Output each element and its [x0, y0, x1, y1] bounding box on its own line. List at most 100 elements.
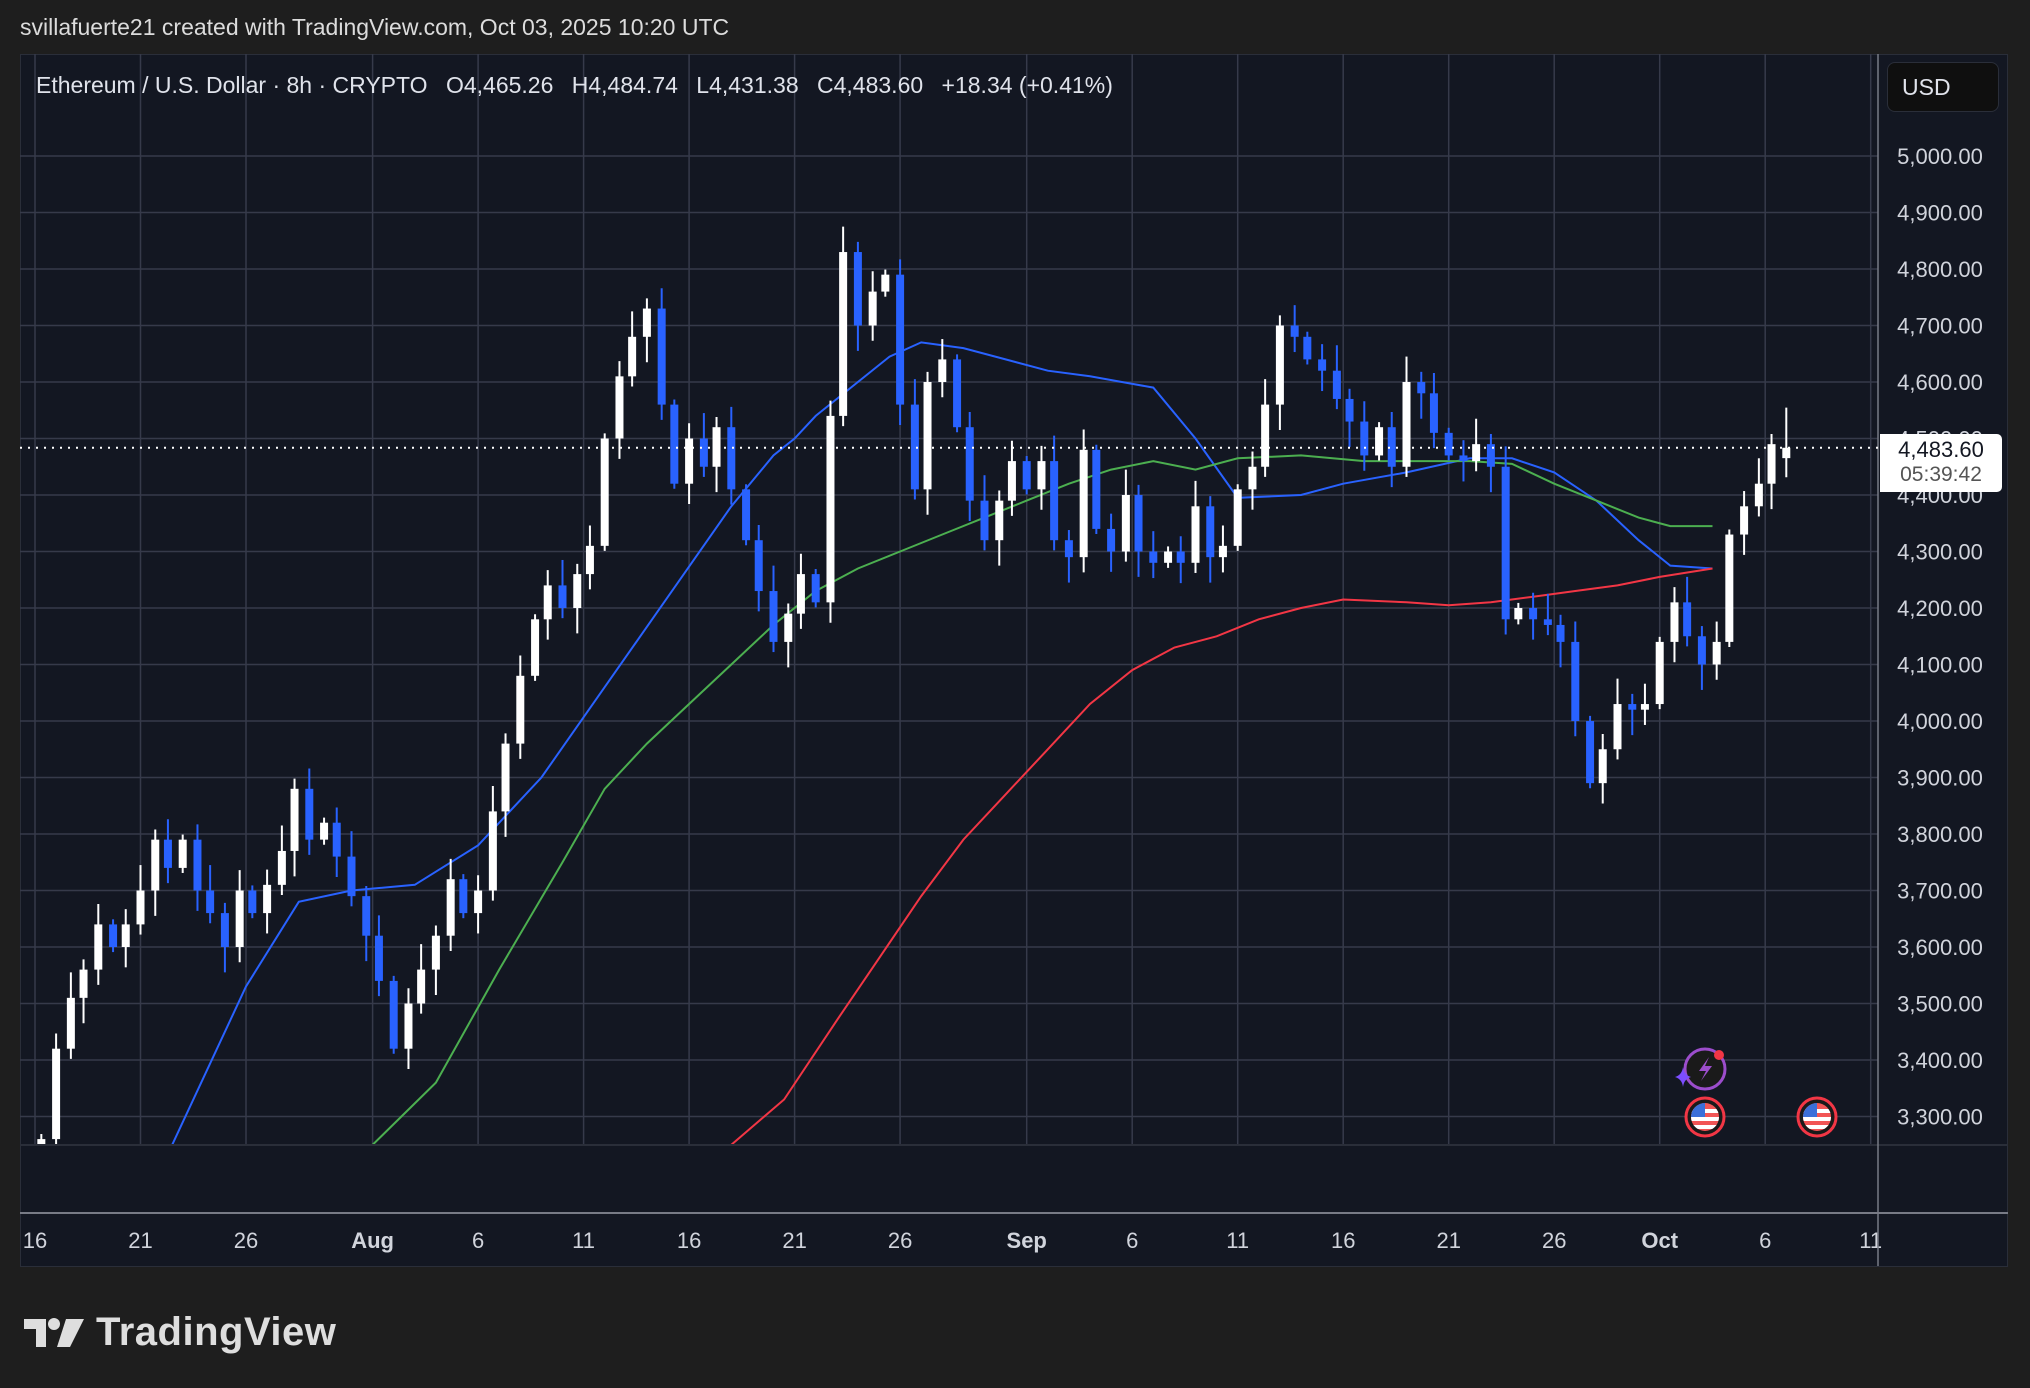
price-axis-label: 4,900.00	[1897, 201, 1983, 226]
candle	[1191, 506, 1200, 563]
us-flag-icon[interactable]	[1796, 1096, 1838, 1138]
candle	[685, 438, 694, 484]
time-axis-label: 26	[1542, 1228, 1566, 1253]
candle	[1402, 382, 1411, 467]
candle	[1134, 495, 1143, 552]
candle	[1121, 495, 1130, 552]
price-axis-label: 3,400.00	[1897, 1048, 1983, 1073]
candle	[1586, 721, 1595, 784]
candle	[1176, 551, 1185, 563]
tradingview-logo[interactable]: TradingView	[24, 1310, 336, 1355]
candle	[235, 890, 244, 947]
candle	[362, 896, 371, 936]
candle	[754, 540, 763, 592]
candle	[1417, 382, 1426, 394]
currency-button[interactable]: USD	[1887, 62, 1999, 112]
candle	[206, 890, 215, 914]
candle	[1261, 404, 1270, 467]
candle	[516, 675, 525, 744]
candle	[1164, 551, 1173, 563]
candle	[1303, 336, 1312, 360]
candle	[784, 613, 793, 642]
candle	[1472, 444, 1481, 462]
candle	[558, 585, 567, 608]
time-axis-label: Aug	[351, 1228, 394, 1253]
candle	[1613, 704, 1622, 750]
candle	[1640, 704, 1649, 710]
candle	[404, 1003, 413, 1049]
candle	[1529, 608, 1538, 620]
candle	[121, 924, 130, 947]
price-axis-label: 3,700.00	[1897, 879, 1983, 904]
candle	[136, 890, 145, 925]
last-price-label: 4,483.60 05:39:42	[1880, 434, 2002, 492]
candle	[1079, 449, 1088, 558]
candle	[1514, 608, 1523, 620]
time-axis-label: 21	[1436, 1228, 1460, 1253]
candle	[573, 574, 582, 608]
candle	[1007, 461, 1016, 501]
candle	[417, 969, 426, 1004]
candle	[37, 1139, 46, 1145]
time-axis-label: 16	[1331, 1228, 1355, 1253]
candle	[1782, 447, 1791, 459]
candle	[1486, 444, 1495, 467]
candle	[727, 427, 736, 490]
candle	[193, 839, 202, 891]
candle	[1064, 540, 1073, 558]
candle	[290, 788, 299, 851]
candle	[374, 935, 383, 981]
price-axis-label: 4,000.00	[1897, 709, 1983, 734]
candle	[1543, 619, 1552, 625]
candle	[980, 500, 989, 541]
candle	[1107, 528, 1116, 552]
ohlc-open: O4,465.26	[445, 72, 554, 98]
candle	[263, 884, 272, 914]
price-axis-label: 4,200.00	[1897, 596, 1983, 621]
candle	[1740, 506, 1749, 535]
lightning-sparkle-icon[interactable]	[1675, 1047, 1727, 1091]
moving-average-line	[171, 341, 1713, 1145]
price-axis-label: 4,100.00	[1897, 653, 1983, 678]
candle	[389, 980, 398, 1049]
candle	[1248, 466, 1257, 490]
time-axis-label: 6	[1126, 1228, 1138, 1253]
candle	[1712, 641, 1721, 665]
candle	[431, 935, 440, 970]
candle	[543, 585, 552, 620]
chart-frame[interactable]	[20, 54, 2008, 1267]
us-flag-icon[interactable]	[1684, 1096, 1726, 1138]
candle	[248, 890, 257, 914]
candle	[446, 879, 455, 936]
candle	[796, 574, 805, 614]
candle	[1501, 466, 1510, 620]
symbol-title[interactable]: Ethereum / U.S. Dollar · 8h · CRYPTO	[36, 72, 428, 98]
candle	[1571, 641, 1580, 721]
price-axis-label: 4,300.00	[1897, 540, 1983, 565]
candle	[1022, 461, 1031, 490]
candle	[868, 291, 877, 326]
candle	[615, 376, 624, 439]
candle	[151, 839, 160, 891]
candle	[742, 489, 751, 541]
candle	[1767, 444, 1776, 484]
candle	[347, 856, 356, 897]
candle	[332, 822, 341, 857]
candle	[1429, 393, 1438, 433]
candle	[1092, 449, 1101, 529]
candle	[1275, 325, 1284, 405]
candle	[1218, 545, 1227, 558]
candle	[94, 924, 103, 970]
time-axis-label: 16	[677, 1228, 701, 1253]
candle	[1149, 551, 1158, 563]
candle	[628, 336, 637, 377]
candle	[1683, 602, 1692, 637]
candle	[938, 359, 947, 382]
candle	[1387, 427, 1396, 467]
candle	[953, 359, 962, 428]
candle	[474, 890, 483, 914]
candle	[965, 427, 974, 501]
time-axis-label: 11	[1226, 1228, 1249, 1253]
events-markers[interactable]	[1675, 1047, 1838, 1138]
